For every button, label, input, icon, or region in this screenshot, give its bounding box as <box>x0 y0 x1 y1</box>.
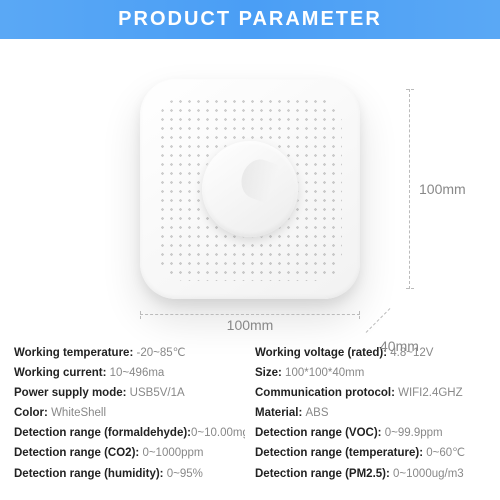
spec-item: Material: ABS <box>255 405 486 421</box>
product-illustration: 100mm 100mm 40mm <box>0 39 500 339</box>
spec-value: 0~1000ug/m3 <box>393 468 464 480</box>
spec-label: Material: <box>255 407 306 419</box>
spec-label: Communication protocol: <box>255 387 398 399</box>
spec-label: Power supply mode: <box>14 387 130 399</box>
spec-value: 10~496ma <box>110 367 165 379</box>
dimension-height: 100mm <box>409 89 410 289</box>
dimension-width-line <box>140 314 360 315</box>
spec-item: Detection range (PM2.5): 0~1000ug/m3 <box>255 466 486 482</box>
spec-value: -20~85℃ <box>136 347 185 359</box>
dimension-height-line <box>409 89 410 289</box>
spec-value: 0~95% <box>167 468 203 480</box>
spec-item: Detection range (temperature): 0~60℃ <box>255 445 486 461</box>
dimension-height-label: 100mm <box>419 181 466 197</box>
spec-item: Working current: 10~496ma <box>14 365 245 381</box>
spec-label: Working voltage (rated): <box>255 347 390 359</box>
dimension-depth-label: 40mm <box>380 338 419 354</box>
spec-label: Detection range (VOC): <box>255 427 385 439</box>
spec-label: Detection range (CO2): <box>14 447 142 459</box>
spec-value: 100*100*40mm <box>285 367 364 379</box>
spec-item: Detection range (CO2): 0~1000ppm <box>14 445 245 461</box>
dimension-depth: 40mm <box>366 332 400 333</box>
spec-item: Color: WhiteShell <box>14 405 245 421</box>
device-body <box>140 79 360 299</box>
spec-label: Working current: <box>14 367 110 379</box>
dimension-width-label: 100mm <box>227 317 274 333</box>
spec-value: 0~99.9ppm <box>385 427 443 439</box>
spec-item: Detection range (humidity): 0~95% <box>14 466 245 482</box>
spec-label: Working temperature: <box>14 347 136 359</box>
dimension-depth-line <box>366 308 391 333</box>
spec-value: 0~1000ppm <box>142 447 203 459</box>
spec-label: Detection range (temperature): <box>255 447 426 459</box>
header-title: PRODUCT PARAMETER <box>118 8 382 30</box>
spec-item: Communication protocol: WIFI2.4GHZ <box>255 385 486 401</box>
spec-value: 0~60℃ <box>426 447 465 459</box>
spec-item: Size: 100*100*40mm <box>255 365 486 381</box>
spec-item: Working voltage (rated): 4.8~12V <box>255 345 486 361</box>
spec-label: Detection range (formaldehyde): <box>14 427 191 439</box>
spec-item: Working temperature: -20~85℃ <box>14 345 245 361</box>
header-banner: PRODUCT PARAMETER <box>0 0 500 39</box>
spec-label: Detection range (humidity): <box>14 468 167 480</box>
spec-value: WIFI2.4GHZ <box>398 387 463 399</box>
spec-value: WhiteShell <box>51 407 106 419</box>
dimension-width: 100mm <box>140 314 360 333</box>
spec-item: Power supply mode: USB5V/1A <box>14 385 245 401</box>
spec-value: USB5V/1A <box>130 387 185 399</box>
spec-label: Color: <box>14 407 51 419</box>
spec-item: Detection range (VOC): 0~99.9ppm <box>255 425 486 441</box>
spec-table: Working temperature: -20~85℃ Working vol… <box>0 339 500 492</box>
spec-item: Detection range (formaldehyde):0~10.00mg… <box>14 425 245 441</box>
spec-label: Size: <box>255 367 285 379</box>
spec-label: Detection range (PM2.5): <box>255 468 393 480</box>
spec-value: 0~10.00mg/m3 <box>191 427 245 439</box>
device-center-button <box>202 141 298 237</box>
device-wrapper: 100mm <box>140 79 360 299</box>
spec-value: ABS <box>306 407 329 419</box>
